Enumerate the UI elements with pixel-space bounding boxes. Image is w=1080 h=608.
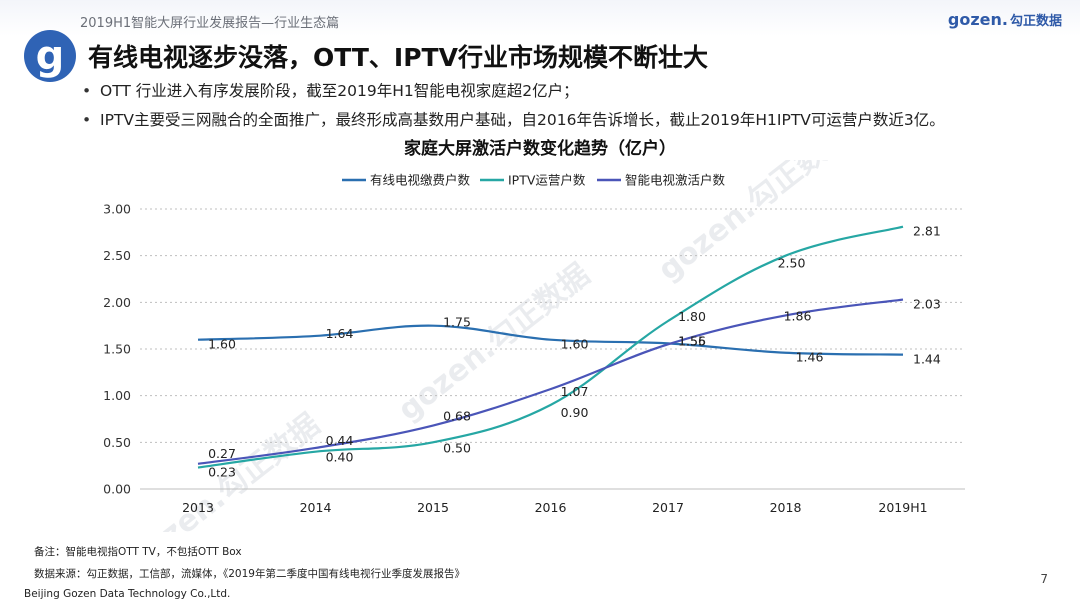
bullet-dot-icon: • bbox=[82, 111, 92, 129]
y-tick-label: 2.50 bbox=[103, 248, 131, 263]
data-label: 0.27 bbox=[208, 446, 236, 461]
brand-name: gozen. bbox=[947, 10, 1008, 29]
series-line bbox=[197, 225, 904, 469]
logo-letter: g bbox=[35, 33, 65, 79]
data-label: 0.44 bbox=[326, 433, 354, 448]
page-number: 7 bbox=[1040, 572, 1048, 586]
x-tick-label: 2013 bbox=[182, 500, 214, 515]
data-label: 1.80 bbox=[678, 309, 706, 324]
data-label: 2.03 bbox=[913, 297, 941, 312]
data-label: 1.60 bbox=[208, 337, 236, 352]
data-label: 0.50 bbox=[443, 440, 471, 455]
series-lines bbox=[197, 225, 904, 469]
footnote-source: 数据来源：勾正数据，工信部，流媒体，《2019年第二季度中国有线电视行业季度发展… bbox=[34, 568, 465, 580]
report-title: 2019H1智能大屏行业发展报告—行业生态篇 bbox=[80, 16, 340, 31]
data-label: 1.07 bbox=[561, 384, 589, 399]
x-tick-label: 2019H1 bbox=[878, 500, 927, 515]
grid-lines bbox=[140, 208, 965, 443]
chart-title: 家庭大屏激活户数变化趋势（亿户） bbox=[404, 139, 676, 159]
y-tick-label: 1.50 bbox=[103, 342, 131, 357]
axes: 0.00 0.50 1.00 1.50 2.00 2.50 3.00 2013 2014 2015… bbox=[103, 202, 965, 515]
data-label: 1.56 bbox=[678, 333, 706, 348]
y-tick-label: 2.00 bbox=[103, 295, 131, 310]
slide-title: 有线电视逐步没落，OTT、IPTV行业市场规模不断壮大 bbox=[88, 43, 708, 72]
bullet-item: • IPTV主要受三网融合的全面推广，最终形成高基数用户基础，自2016年告诉增长… bbox=[82, 108, 945, 130]
data-label: 1.86 bbox=[784, 308, 812, 323]
series-line bbox=[197, 298, 904, 465]
y-tick-label: 0.00 bbox=[103, 482, 131, 497]
data-label: 1.64 bbox=[326, 326, 354, 341]
data-label: 0.68 bbox=[443, 409, 471, 424]
legend: 有线电视缴费户数 IPTV运营户数 智能电视激活户数 bbox=[342, 173, 726, 188]
bullet-text: IPTV主要受三网融合的全面推广，最终形成高基数用户基础，自2016年告诉增长，… bbox=[100, 111, 945, 129]
x-tick-label: 2017 bbox=[652, 500, 684, 515]
data-label: 1.55 bbox=[678, 333, 706, 348]
legend-label: 有线电视缴费户数 bbox=[370, 173, 471, 188]
bullet-dot-icon: • bbox=[82, 82, 92, 100]
data-label: 0.23 bbox=[208, 465, 236, 480]
brand-cn: 勾正数据 bbox=[1009, 14, 1062, 29]
data-label: 1.44 bbox=[913, 352, 941, 367]
footnote-note: 备注：智能电视指OTT TV，不包括OTT Box bbox=[34, 546, 242, 558]
data-label: 1.75 bbox=[443, 315, 471, 330]
legend-label: IPTV运营户数 bbox=[508, 173, 586, 188]
y-tick-label: 1.00 bbox=[103, 388, 131, 403]
x-tick-label: 2016 bbox=[535, 500, 567, 515]
y-tick-label: 3.00 bbox=[103, 202, 131, 217]
legend-label: 智能电视激活户数 bbox=[625, 173, 726, 188]
data-label: 1.60 bbox=[561, 337, 589, 352]
x-tick-label: 2018 bbox=[770, 500, 802, 515]
logo-badge-icon: g bbox=[24, 30, 76, 82]
data-label: 2.50 bbox=[778, 256, 806, 271]
bullet-text: OTT 行业进入有序发展阶段，截至2019年H1智能电视家庭超2亿户； bbox=[100, 82, 579, 100]
data-label: 1.46 bbox=[796, 350, 824, 365]
data-labels: 1.60 1.64 1.75 1.60 1.56 1.46 1.44 0.23 0.40 0.50… bbox=[208, 224, 941, 480]
x-tick-label: 2015 bbox=[417, 500, 449, 515]
y-tick-label: 0.50 bbox=[103, 435, 131, 450]
bullet-item: • OTT 行业进入有序发展阶段，截至2019年H1智能电视家庭超2亿户； bbox=[82, 79, 579, 101]
data-label: 0.40 bbox=[326, 450, 354, 465]
company-name: Beijing Gozen Data Technology Co.,Ltd. bbox=[24, 588, 231, 600]
data-label: 0.90 bbox=[561, 405, 589, 420]
data-label: 2.81 bbox=[913, 224, 941, 239]
series-line bbox=[197, 324, 904, 356]
brand-logo: gozen. 勾正数据 bbox=[948, 10, 1062, 29]
x-tick-label: 2014 bbox=[300, 500, 332, 515]
top-banner bbox=[0, 0, 1080, 36]
